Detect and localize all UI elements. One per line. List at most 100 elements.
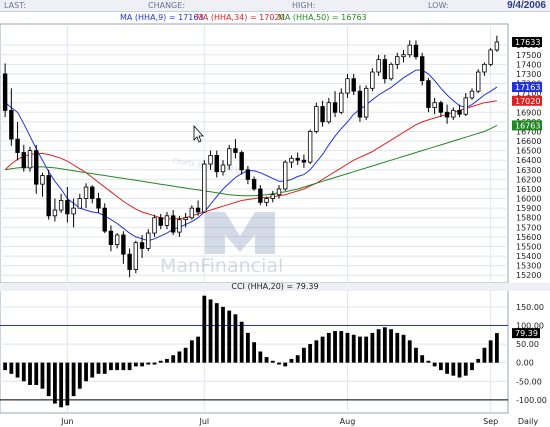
cci-bar — [171, 355, 176, 363]
cci-bar — [245, 332, 250, 363]
candle-body — [245, 169, 251, 180]
candle-body — [295, 157, 300, 161]
cci-bar — [351, 334, 356, 363]
candle-body — [90, 186, 95, 199]
price-series — [2, 35, 500, 278]
cci-bar — [115, 362, 120, 371]
cci-bar — [40, 362, 45, 389]
cci-bar — [140, 362, 144, 367]
candle-body — [444, 111, 450, 118]
candle-body — [15, 138, 20, 153]
candle-body — [270, 194, 275, 199]
cci-bar — [133, 362, 138, 367]
watermark-man: Man — [160, 255, 200, 277]
candle-body — [108, 230, 114, 245]
cci-last-tag — [512, 328, 540, 339]
candle-body — [438, 102, 444, 113]
candle-body — [77, 198, 83, 209]
cci-bar — [121, 362, 126, 371]
cci-bar — [283, 362, 288, 367]
cci-bar — [482, 347, 487, 363]
cci-bar — [221, 306, 225, 363]
candle-body — [289, 157, 294, 163]
price-tag-label: 16763 — [515, 121, 540, 130]
candle-body — [195, 207, 201, 213]
cci-bar — [59, 362, 64, 408]
candle-body — [432, 102, 437, 108]
candle-body — [189, 207, 195, 219]
price-tag — [512, 82, 542, 93]
candle-body — [220, 164, 226, 173]
price-panel-frame — [0, 23, 509, 284]
cci-bar — [364, 336, 369, 363]
cci-bar — [28, 362, 32, 385]
candle-body — [114, 234, 120, 245]
month-label: Aug — [340, 417, 356, 426]
price-tick-label: 16700 — [516, 127, 541, 136]
cci-bar — [476, 358, 481, 363]
candle-body — [413, 44, 419, 58]
candle-body — [102, 207, 107, 232]
candle-body — [251, 178, 257, 190]
candle-body — [46, 175, 51, 217]
cci-bar — [102, 362, 107, 374]
candle-body — [227, 148, 232, 166]
watermark-text: ManFinancial — [160, 255, 283, 277]
price-tick-label: 17100 — [516, 89, 541, 98]
candle-body — [276, 188, 282, 196]
candle-body — [139, 242, 145, 249]
candle-body — [40, 175, 45, 185]
ma-line — [4, 69, 498, 242]
cci-bar — [208, 299, 213, 363]
candle-body — [208, 155, 213, 165]
cci-bar — [370, 332, 375, 363]
cci-bar — [109, 362, 113, 371]
cci-bar — [345, 332, 350, 363]
cci-bar — [65, 362, 70, 406]
candle-body — [83, 186, 89, 199]
candle-body — [164, 215, 170, 226]
candle-body — [133, 242, 139, 270]
high-label: HIGH: — [292, 1, 316, 10]
candle-body — [488, 49, 493, 65]
price-tick-label: 15400 — [516, 252, 541, 261]
axis-labels: 1520015300154001550015600157001580015900… — [60, 37, 547, 426]
low-label: LOW: — [428, 1, 449, 10]
candle-body — [202, 163, 207, 213]
candle-body — [451, 109, 456, 118]
candle-body — [258, 188, 263, 203]
price-tick-label: 16300 — [516, 166, 541, 175]
candle-body — [395, 56, 400, 65]
price-tick-label: 15200 — [516, 271, 541, 280]
candle-body — [351, 78, 356, 92]
cci-bar — [9, 362, 14, 374]
candle-body — [21, 152, 26, 169]
legend-ma50: MA (HHA,50) = 16763 — [278, 13, 367, 22]
candle-body — [183, 217, 188, 221]
price-tick-label: 15300 — [516, 262, 541, 271]
cci-bar — [146, 362, 151, 365]
cci-bar — [21, 362, 26, 382]
cci-bar — [196, 336, 200, 363]
cci-bar — [90, 362, 95, 378]
candle-body — [2, 73, 8, 111]
cci-bar — [165, 358, 169, 363]
candle-body — [363, 87, 369, 118]
cci-bar — [270, 360, 275, 363]
candle-body — [127, 253, 132, 270]
cci-bar — [3, 362, 8, 371]
month-label: Sep — [483, 417, 498, 426]
cci-bar — [302, 347, 306, 363]
cci-bar — [488, 340, 493, 363]
period-label: Daily — [518, 417, 539, 426]
cci-bar — [258, 351, 263, 363]
cci-bar — [395, 332, 400, 363]
cci-bar — [34, 362, 39, 385]
cci-bar — [333, 331, 337, 363]
candle-body — [34, 150, 39, 185]
candle-body — [283, 161, 288, 190]
cci-title-strip — [0, 283, 550, 291]
price-tick-label: 15500 — [516, 242, 541, 251]
change-label: CHANGE: — [148, 1, 186, 10]
